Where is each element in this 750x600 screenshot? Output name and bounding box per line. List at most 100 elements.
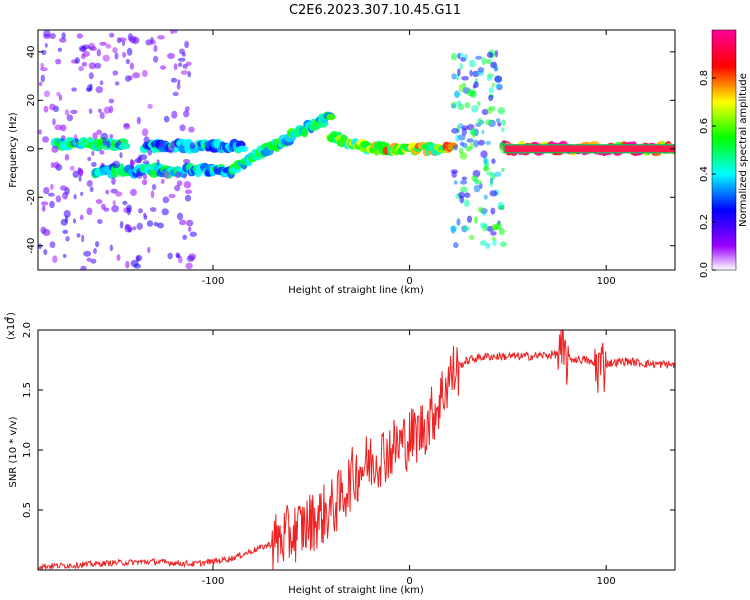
- spectrogram-cell: [56, 91, 61, 97]
- spectrogram-cell: [473, 81, 479, 88]
- spectrogram-cell: [470, 89, 476, 97]
- spectrogram-cell: [459, 62, 463, 70]
- spectrogram-xtick-label: 0: [406, 276, 412, 287]
- spectrogram-carrier-line: [503, 144, 675, 154]
- spectrogram-cell: [49, 241, 56, 249]
- spectrogram-marks: [38, 30, 675, 270]
- spectrogram-cell: [38, 81, 43, 87]
- spectrogram-cell: [481, 224, 489, 232]
- spectrogram-ylabel: Frequency (Hz): [8, 112, 19, 188]
- spectrogram-cell: [186, 219, 194, 227]
- spectrogram-cell: [494, 75, 503, 83]
- spectrogram-cell: [453, 144, 458, 151]
- spectrogram-cell: [184, 40, 190, 49]
- snr-scale-label: (x10 4 ): [3, 312, 17, 340]
- spectrogram-cell: [66, 114, 74, 122]
- spectrogram-cell: [108, 98, 115, 104]
- spectrogram-cell: [124, 224, 133, 233]
- spectrogram-cell: [102, 138, 107, 146]
- spectrogram-cell: [86, 180, 93, 187]
- spectrogram-cell: [499, 241, 507, 247]
- spectrogram-cell: [145, 39, 153, 46]
- spectrogram-cell: [173, 63, 178, 71]
- spectrogram-cell: [38, 129, 42, 135]
- spectrogram-cell: [132, 226, 137, 231]
- spectrogram-cell: [184, 194, 192, 202]
- spectrogram-cell: [150, 190, 155, 199]
- spectrogram-cell: [156, 159, 160, 166]
- spectrogram-cell: [450, 169, 459, 174]
- spectrogram-cell: [142, 179, 148, 186]
- spectrogram-cell: [495, 222, 503, 230]
- spectrogram-cell: [466, 215, 473, 223]
- spectrogram-cell: [95, 241, 100, 248]
- spectrogram-cell: [451, 127, 459, 134]
- spectrogram-cell: [236, 145, 249, 152]
- spectrogram-cell: [110, 188, 118, 194]
- spectrogram-cell: [88, 62, 97, 70]
- spectrogram-cell: [96, 129, 102, 135]
- spectrogram-cell: [81, 44, 90, 50]
- spectrogram-cell: [114, 52, 119, 60]
- spectrogram-cell: [42, 228, 51, 237]
- spectrogram-cell: [41, 49, 47, 56]
- spectrogram-cell: [125, 58, 131, 65]
- spectrogram-cell: [52, 255, 58, 263]
- spectrogram-cell: [76, 33, 84, 39]
- spectrogram-cell: [90, 258, 97, 264]
- spectrogram-cell: [462, 82, 466, 89]
- spectrogram-cell: [184, 106, 190, 112]
- spectrogram-cell: [126, 207, 131, 216]
- spectrogram-cell: [74, 57, 80, 64]
- spectrogram-cell: [189, 142, 196, 149]
- spectrogram-ytick-label: 0: [26, 146, 37, 152]
- spectrogram-xlabel: Height of straight line (km): [288, 285, 424, 296]
- spectrogram-cell: [88, 108, 93, 114]
- spectrogram-cell: [184, 189, 193, 195]
- spectrogram-cell: [157, 222, 164, 229]
- spectrogram-cell: [477, 206, 484, 213]
- spectrogram-cell: [179, 219, 187, 226]
- spectrogram-cell: [112, 160, 120, 169]
- spectrogram-cell: [99, 80, 104, 85]
- spectrogram-cell: [469, 234, 475, 241]
- spectrogram-cell: [490, 231, 497, 236]
- spectrogram-cell: [491, 158, 496, 164]
- spectrogram-cell: [174, 184, 181, 192]
- spectrogram-cell: [61, 32, 66, 39]
- spectrogram-frame: [37, 29, 676, 271]
- spectrogram-cell: [43, 187, 50, 195]
- spectrogram-cell: [60, 124, 67, 132]
- spectrogram-cell: [141, 69, 148, 78]
- spectrogram-cell: [64, 215, 69, 224]
- spectrogram-cell: [112, 47, 118, 54]
- spectrogram-ytick-label: -20: [26, 189, 37, 205]
- spectrogram-cell: [161, 208, 169, 216]
- spectrogram-cell: [102, 54, 110, 62]
- spectrogram-cell: [172, 91, 179, 97]
- spectrogram-cell: [136, 222, 143, 230]
- spectrogram-cell: [167, 52, 175, 60]
- snr-panel: -100 0 100 0.5 1.0 1.5 2.0 Height of straight …: [3, 312, 676, 596]
- spectrogram-cell: [52, 118, 56, 126]
- spectrogram-cell: [83, 250, 92, 257]
- spectrogram-cell: [153, 45, 158, 52]
- spectrogram-cell: [485, 58, 492, 65]
- spectrogram-ytick-label: -40: [26, 238, 37, 254]
- spectrogram-xtick-label: 100: [597, 276, 616, 287]
- spectrogram-cell: [486, 107, 493, 115]
- spectrogram-cell: [490, 207, 496, 215]
- spectrogram-cell: [493, 65, 498, 72]
- spectrogram-cell: [76, 233, 81, 238]
- spectrogram-cell: [489, 190, 498, 197]
- spectrogram-cell: [89, 46, 97, 51]
- spectrogram-cell: [109, 134, 114, 139]
- spectrogram-cell: [152, 55, 159, 63]
- spectrogram-cell: [168, 193, 176, 199]
- spectrogram-cell: [69, 165, 75, 171]
- spectrogram-cell: [480, 150, 488, 158]
- spectrogram-cell: [486, 51, 494, 59]
- spectrogram-cell: [100, 132, 109, 140]
- spectrogram-cell: [500, 127, 505, 133]
- spectrogram-cell: [183, 181, 192, 189]
